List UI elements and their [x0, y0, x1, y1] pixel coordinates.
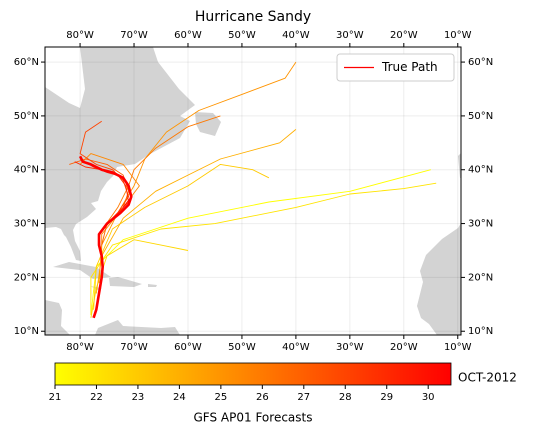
tracks-layer [69, 61, 437, 319]
colorbar-tick-label: 23 [132, 392, 145, 403]
colorbar-tick-label: 25 [214, 392, 227, 403]
forecast-track [79, 120, 130, 235]
x-tick-label: 60°W [174, 342, 202, 353]
iberia [458, 153, 461, 178]
forecast-track [90, 239, 189, 318]
x-tick-label: 80°W [66, 342, 94, 353]
y-tick-label: 20°N [468, 272, 493, 283]
x-tick-label: 40°W [282, 30, 310, 41]
colorbar-tick-label: 29 [380, 392, 393, 403]
y-tick-label: 40°N [468, 165, 493, 176]
y-tick-label: 30°N [14, 219, 39, 230]
colorbar-tick-label: 22 [90, 392, 103, 403]
y-tick-label: 50°N [468, 111, 493, 122]
x-tick-label: 80°W [66, 30, 94, 41]
colorbar-unit: OCT-2012 [458, 371, 517, 385]
legend: True Path [336, 53, 455, 82]
x-tick-label: 30°W [336, 342, 364, 353]
forecast-track [90, 169, 431, 316]
puerto-rico [148, 284, 157, 287]
legend-label: True Path [381, 60, 438, 74]
y-tick-label: 60°N [468, 57, 493, 68]
y-tick-label: 40°N [14, 165, 39, 176]
x-tick-label: 70°W [120, 30, 148, 41]
chart-title: Hurricane Sandy [195, 9, 311, 25]
y-tick-label: 10°N [14, 326, 39, 337]
colorbar [54, 362, 452, 386]
central-america [45, 267, 70, 335]
x-tick-label: 50°W [228, 342, 256, 353]
forecast-track [98, 61, 297, 283]
forecast-track [95, 129, 297, 294]
hudson-bay [45, 47, 85, 108]
x-tick-label: 40°W [282, 342, 310, 353]
hispaniola [109, 277, 142, 287]
colorbar-label: GFS AP01 Forecasts [194, 411, 313, 425]
south-america [95, 320, 180, 335]
y-tick-label: 30°N [468, 219, 493, 230]
y-tick-label: 10°N [468, 326, 493, 337]
forecast-track [93, 163, 270, 310]
forecast-track [90, 182, 437, 316]
x-tick-label: 30°W [336, 30, 364, 41]
x-tick-label: 50°W [228, 30, 256, 41]
colorbar-tick-label: 21 [49, 392, 62, 403]
y-tick-label: 20°N [14, 272, 39, 283]
map-frame [44, 46, 462, 336]
africa [417, 223, 461, 335]
forecast-track [79, 153, 140, 267]
x-tick-label: 10°W [444, 30, 472, 41]
colorbar-tick-label: 30 [422, 392, 435, 403]
y-tick-label: 50°N [14, 111, 39, 122]
colorbar-tick-label: 26 [256, 392, 269, 403]
colorbar-tick-label: 24 [173, 392, 186, 403]
true-path [78, 155, 133, 319]
x-tick-label: 10°W [444, 342, 472, 353]
land-layer [45, 47, 461, 335]
y-tick-label: 60°N [14, 57, 39, 68]
legend-box [336, 53, 455, 82]
x-tick-label: 20°W [390, 342, 418, 353]
north-america [45, 47, 195, 261]
x-tick-label: 60°W [174, 30, 202, 41]
cuba [53, 262, 111, 279]
x-tick-label: 20°W [390, 30, 418, 41]
colorbar-tick-label: 28 [339, 392, 352, 403]
x-tick-label: 70°W [120, 342, 148, 353]
colorbar-tick-label: 27 [297, 392, 310, 403]
